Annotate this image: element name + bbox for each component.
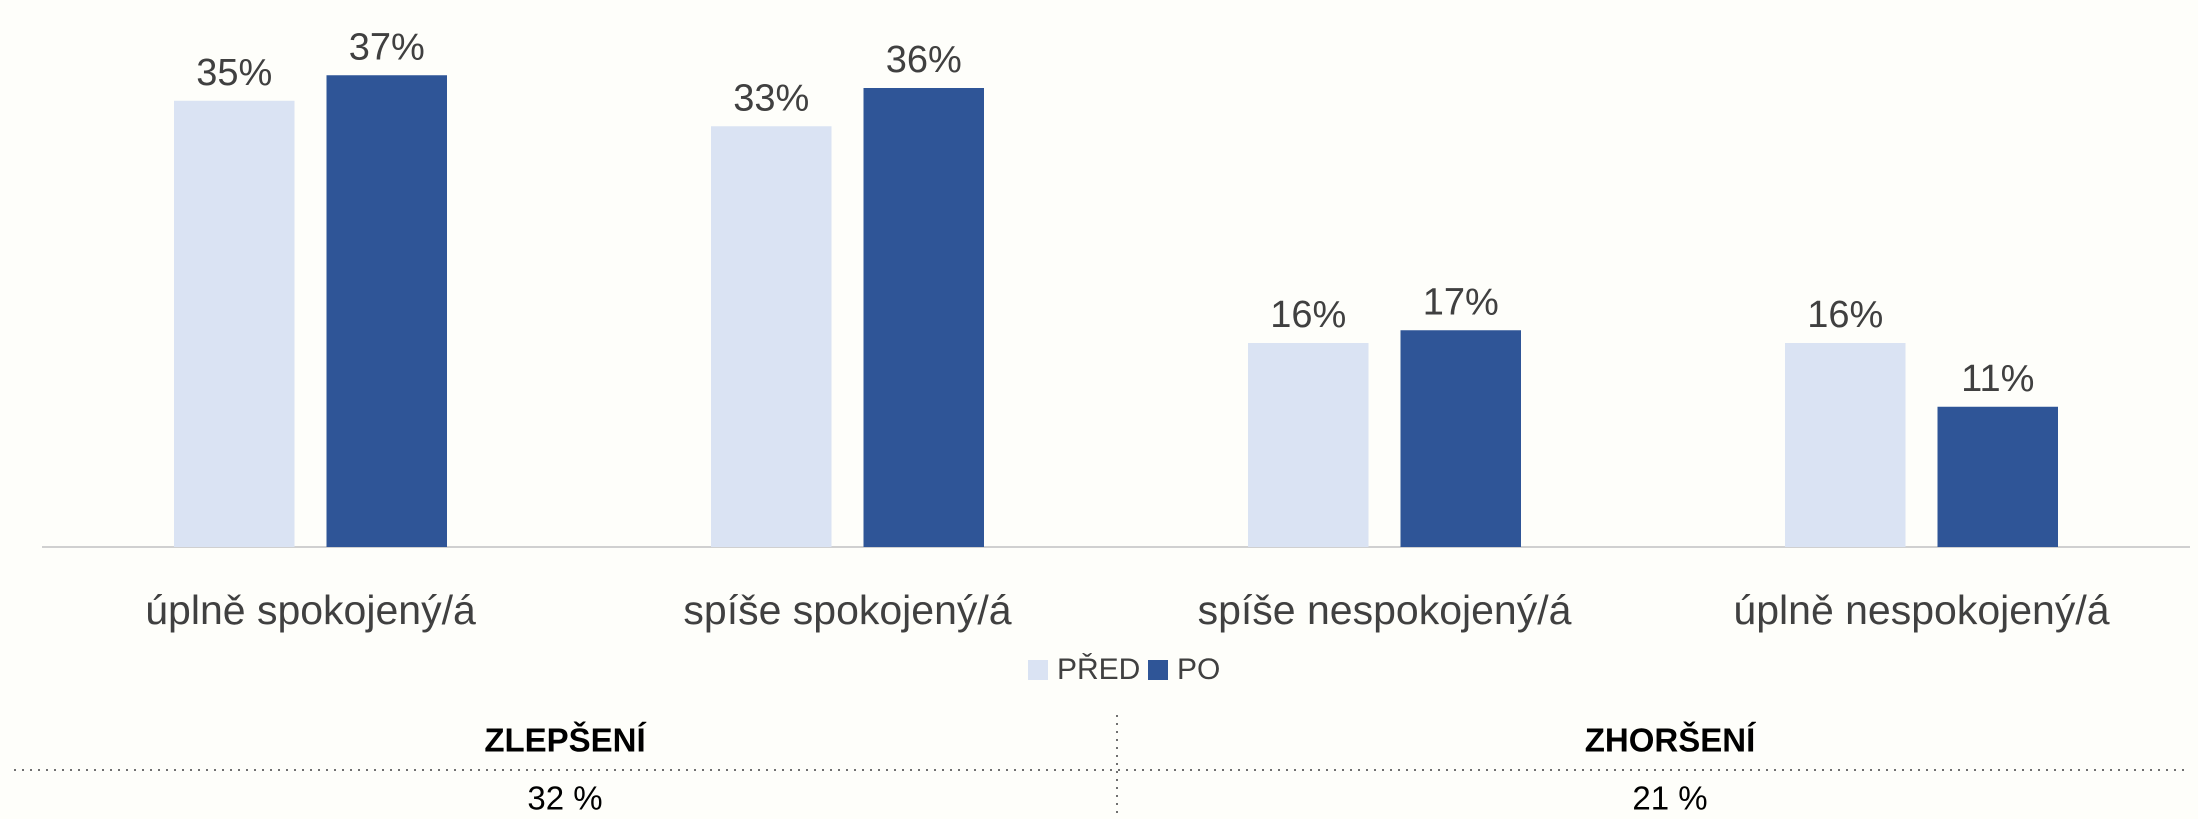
data-label: 33%	[733, 77, 809, 119]
data-label: 16%	[1270, 294, 1346, 336]
bar	[1248, 343, 1369, 547]
summary-label: ZLEPŠENÍ	[484, 721, 646, 759]
bar	[174, 100, 295, 547]
x-tick-label: úplně spokojený/á	[145, 587, 476, 633]
data-label: 35%	[196, 52, 272, 94]
data-label: 37%	[349, 26, 425, 68]
data-label: 16%	[1807, 294, 1883, 336]
bar	[1400, 330, 1521, 547]
bar	[863, 88, 984, 547]
summary-value: 32 %	[527, 780, 602, 817]
bar	[711, 126, 832, 547]
bar	[1785, 343, 1906, 547]
data-label: 36%	[886, 39, 962, 81]
bar	[1937, 406, 2058, 547]
x-tick-label: spíše spokojený/á	[683, 587, 1011, 633]
legend-label: PO	[1177, 653, 1220, 686]
legend-label: PŘED	[1057, 653, 1140, 686]
x-tick-label: úplně nespokojený/á	[1733, 587, 2109, 633]
data-label: 11%	[1961, 358, 2034, 400]
legend-swatch	[1028, 660, 1048, 680]
summary-value: 21 %	[1632, 780, 1707, 817]
bar	[326, 75, 447, 547]
summary-label: ZHORŠENÍ	[1585, 721, 1756, 759]
legend-swatch	[1148, 660, 1168, 680]
data-label: 17%	[1423, 281, 1499, 323]
x-tick-label: spíše nespokojený/á	[1198, 587, 1572, 633]
